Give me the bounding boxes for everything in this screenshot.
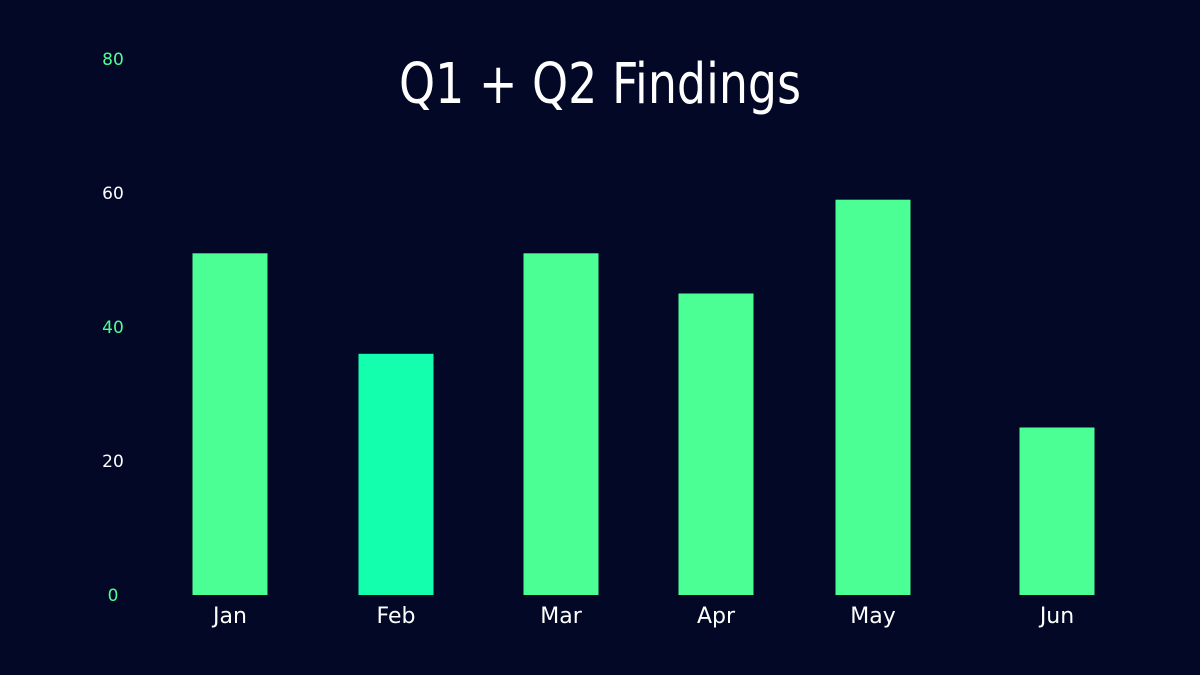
y-tick-label: 20 <box>102 452 124 472</box>
x-axis-labels: Jan Feb Mar Apr May Jun <box>211 604 1074 629</box>
bar-jan <box>192 253 268 596</box>
x-tick-label: Jan <box>211 604 247 629</box>
y-axis-ticks: 0 20 40 60 80 <box>102 50 124 606</box>
y-tick-label: 60 <box>102 184 124 204</box>
y-tick-label: 0 <box>108 586 119 606</box>
bar-may <box>835 199 911 595</box>
bar-apr <box>678 293 754 595</box>
x-tick-label: Feb <box>377 604 416 629</box>
chart-title: Q1 + Q2 Findings <box>398 52 802 117</box>
bar-mar <box>523 253 599 596</box>
y-tick-label: 40 <box>102 318 124 338</box>
y-tick-label: 80 <box>102 50 124 70</box>
bar-feb <box>358 353 434 595</box>
x-tick-label: May <box>850 604 895 629</box>
bars <box>192 199 1095 596</box>
bar-jun <box>1019 427 1095 595</box>
x-tick-label: Jun <box>1038 604 1074 629</box>
x-tick-label: Mar <box>540 604 582 629</box>
x-tick-label: Apr <box>697 604 736 629</box>
